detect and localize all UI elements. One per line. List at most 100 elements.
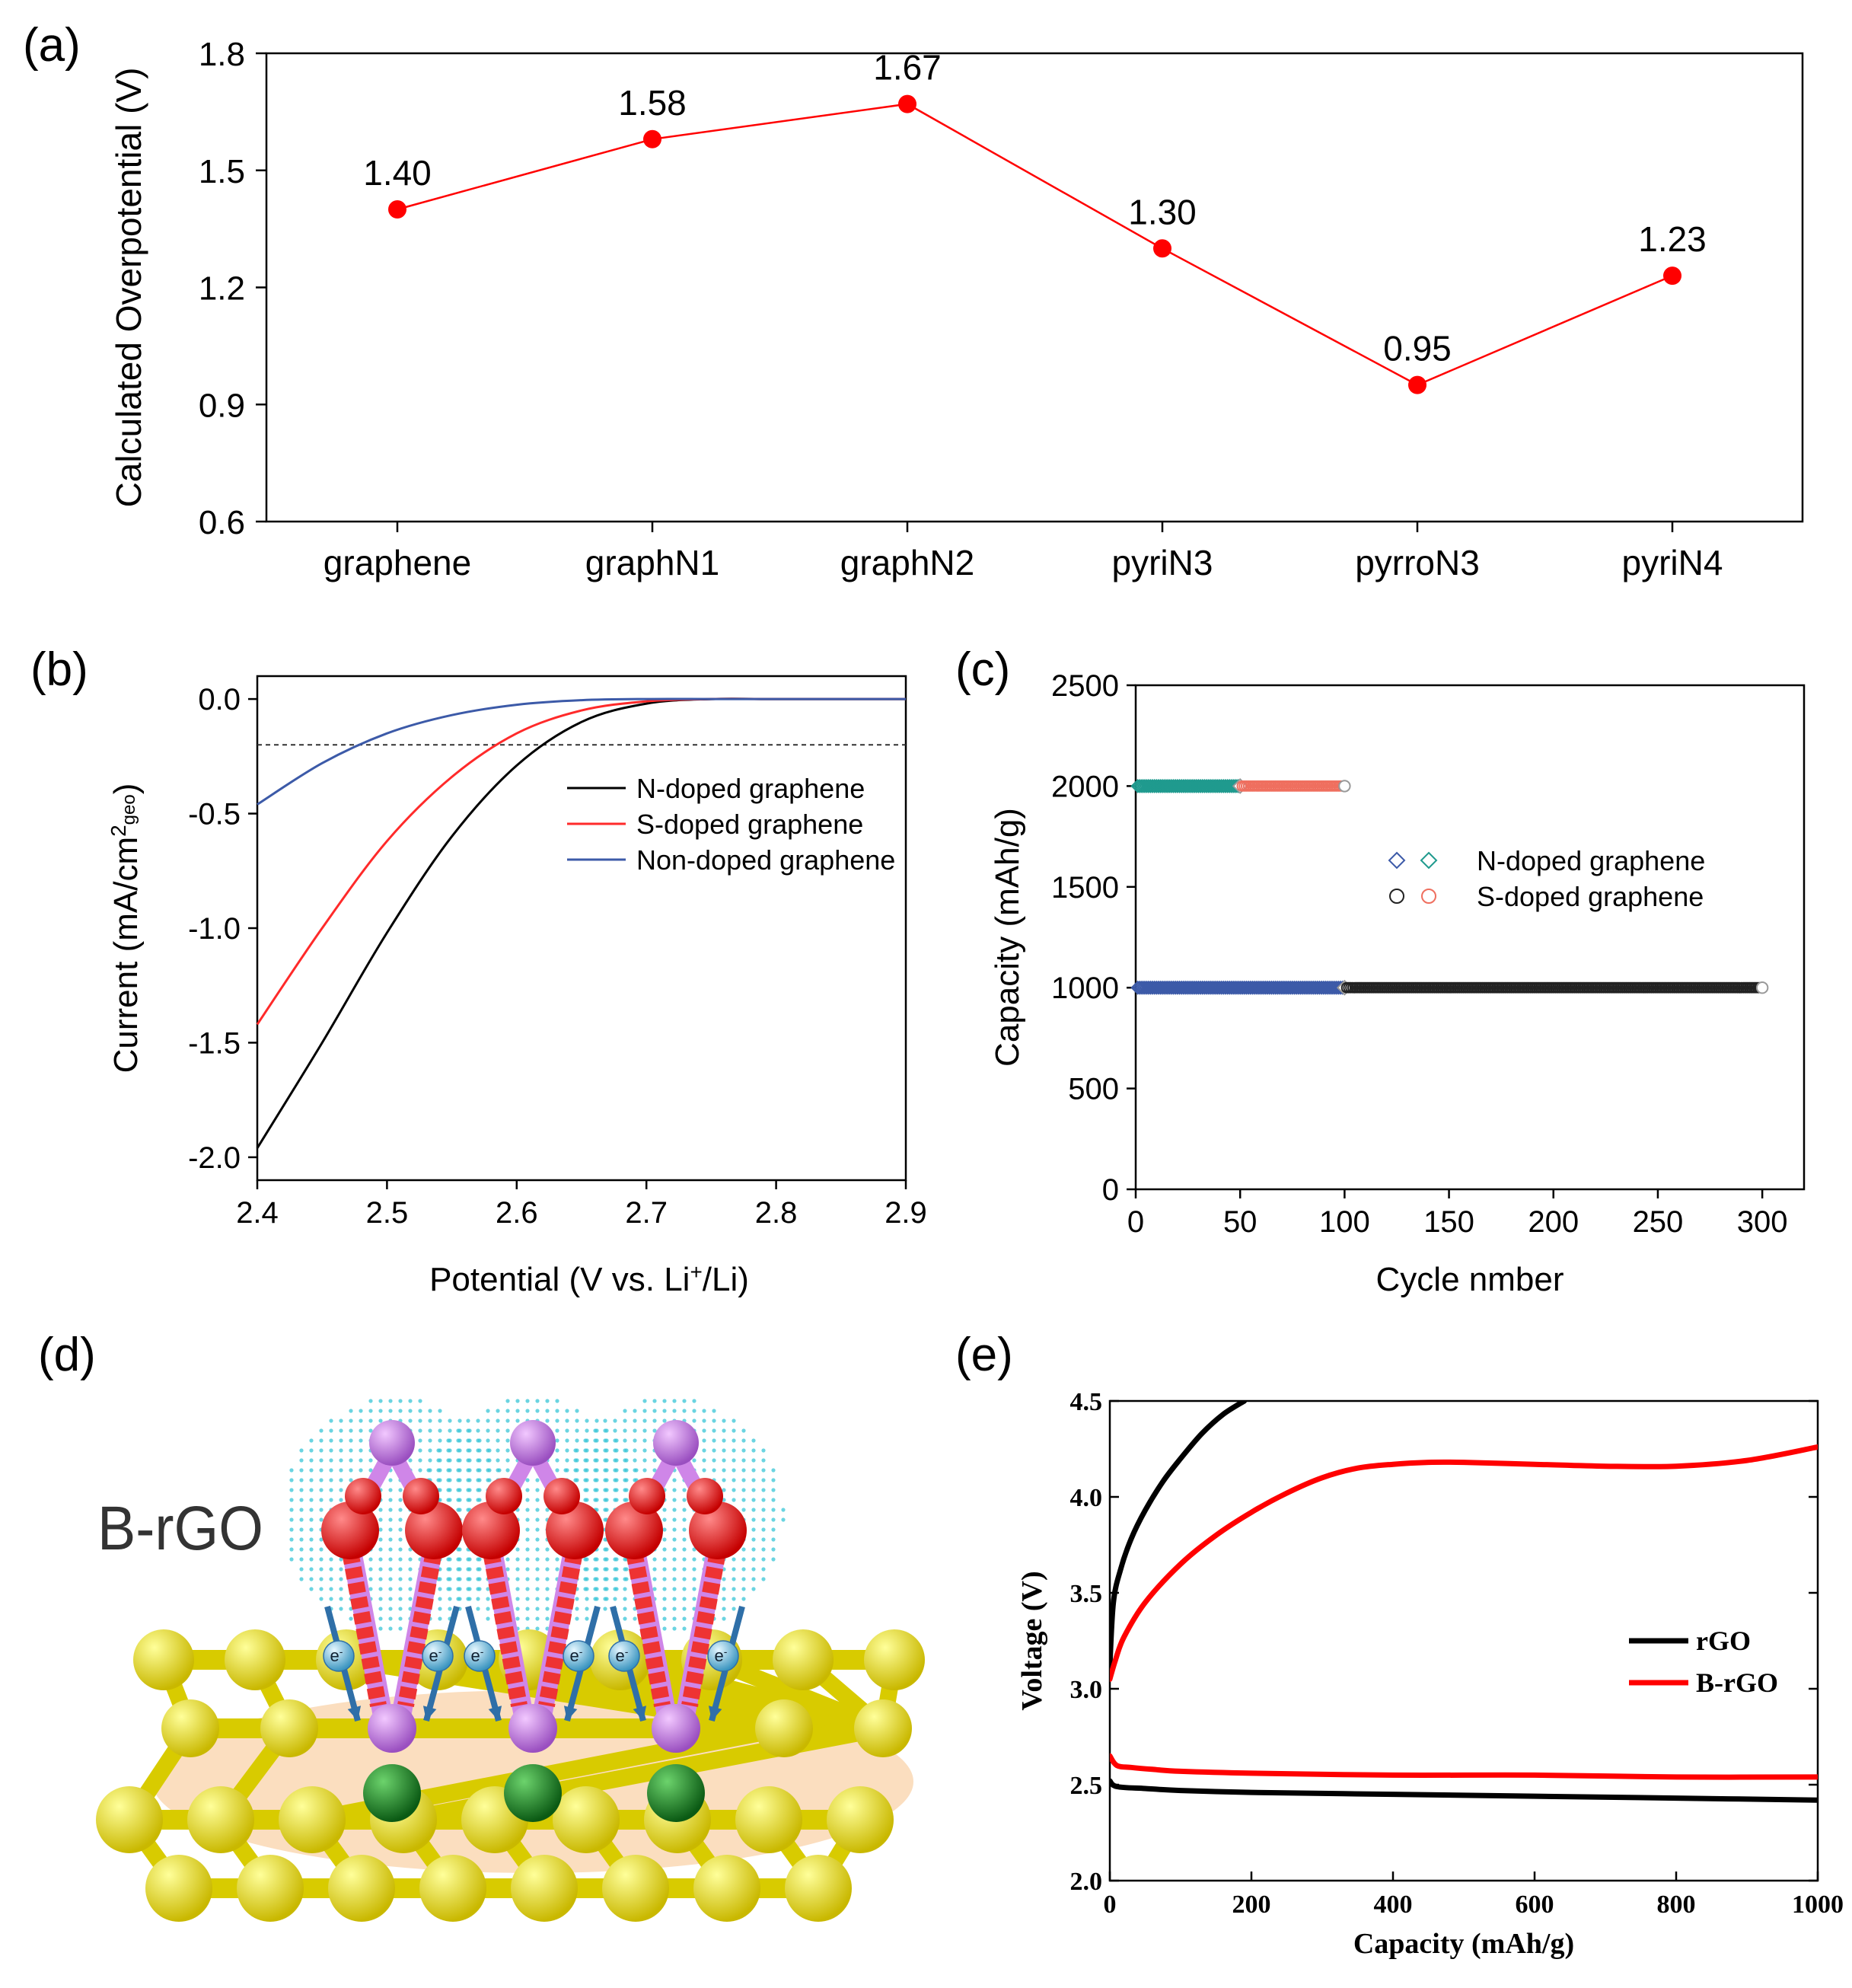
cloud-dot	[466, 1508, 470, 1512]
cloud-dot	[299, 1567, 304, 1572]
cloud-dot	[741, 1458, 746, 1463]
cloud-dot	[672, 1508, 677, 1512]
cloud-dot	[682, 1616, 687, 1621]
cloud-dot	[732, 1458, 736, 1463]
cloud-dot	[585, 1418, 589, 1423]
cloud-dot	[319, 1537, 324, 1542]
cloud-dot	[456, 1508, 461, 1512]
cloud-dot	[603, 1597, 607, 1601]
cloud-dot	[702, 1428, 706, 1433]
cloud-dot	[378, 1616, 383, 1621]
carbon-atom	[735, 1786, 802, 1853]
cloud-dot	[319, 1488, 324, 1492]
cloud-dot	[593, 1468, 598, 1473]
cloud-dot	[751, 1577, 756, 1581]
cloud-dot	[771, 1547, 776, 1552]
cloud-dot	[319, 1508, 324, 1512]
cloud-dot	[339, 1488, 343, 1492]
cloud-dot	[446, 1557, 451, 1562]
cloud-dot	[398, 1607, 403, 1611]
cloud-dot	[741, 1587, 746, 1591]
series-group	[1110, 1401, 1818, 1803]
cloud-dot	[682, 1547, 687, 1552]
cloud-dot	[299, 1478, 304, 1482]
series-line	[1110, 1753, 1818, 1780]
cloud-dot	[329, 1438, 333, 1443]
cloud-dot	[741, 1438, 746, 1443]
x-axis-label: Cycle nmber	[1376, 1261, 1564, 1298]
cloud-dot	[751, 1547, 756, 1552]
cloud-dot	[525, 1597, 530, 1601]
cloud-dot	[613, 1428, 617, 1433]
cloud-dot	[642, 1409, 647, 1413]
series-line	[1110, 1444, 1818, 1682]
cloud-dot	[378, 1508, 383, 1512]
cloud-dot	[329, 1587, 333, 1591]
cloud-dot	[623, 1567, 627, 1572]
cloud-dot	[388, 1537, 393, 1542]
cloud-dot	[751, 1468, 756, 1473]
cloud-dot	[613, 1577, 617, 1581]
cloud-dot	[751, 1478, 756, 1482]
cloud-dot	[741, 1478, 746, 1482]
chart-c-capacity-vs-cycle: 0 500 1000 1500 2000 2500 0 50 100 150 200 250 300 Cy…	[989, 669, 1806, 1298]
cloud-dot	[722, 1418, 726, 1423]
data-label: 1.30	[1128, 192, 1197, 231]
cloud-dot	[722, 1428, 726, 1433]
chart-a-overpotential: 0.6 0.9 1.2 1.5 1.8 graphene graphN1 graphN2 pyr…	[109, 36, 1804, 582]
chart-e-voltage-vs-capacity: 2.0 2.5 3.0 3.5 4.0 4.5 0 200 400 600 800 1000 Capac…	[1016, 1388, 1844, 1960]
cloud-dot	[505, 1468, 510, 1473]
cloud-dot	[732, 1577, 736, 1581]
cloud-dot	[456, 1567, 461, 1572]
lithium-atom	[369, 1420, 415, 1466]
cloud-dot	[339, 1587, 343, 1591]
cloud-dot	[388, 1409, 393, 1413]
oxygen-atom	[321, 1501, 379, 1559]
electron-label: e-	[330, 1645, 343, 1665]
cloud-dot	[613, 1498, 617, 1502]
cloud-dot	[642, 1458, 647, 1463]
cloud-dot	[368, 1557, 373, 1562]
cloud-dot	[388, 1616, 393, 1621]
plot-frame	[1134, 684, 1806, 1191]
cloud-dot	[771, 1478, 776, 1482]
cloud-dot	[438, 1428, 442, 1433]
cloud-dot	[722, 1587, 726, 1591]
cloud-dot	[613, 1557, 617, 1562]
cloud-dot	[289, 1527, 294, 1532]
cloud-dot	[319, 1468, 324, 1473]
cloud-dot	[299, 1488, 304, 1492]
lithium-atom	[653, 1420, 699, 1466]
cloud-dot	[456, 1468, 461, 1473]
cloud-dot	[466, 1597, 470, 1601]
y-axis-label-end: )	[107, 783, 145, 795]
cloud-dot	[633, 1409, 637, 1413]
x-tick-label: 300	[1737, 1205, 1788, 1239]
cloud-dot	[603, 1428, 607, 1433]
cloud-dot	[751, 1458, 756, 1463]
cloud-dot	[682, 1587, 687, 1591]
cloud-dot	[378, 1577, 383, 1581]
cloud-dot	[575, 1438, 579, 1443]
cloud-dot	[682, 1488, 687, 1492]
cloud-dot	[378, 1557, 383, 1562]
electron-bubble	[707, 1640, 739, 1672]
cloud-dot	[662, 1418, 667, 1423]
cloud-dot	[662, 1587, 667, 1591]
cloud-dot	[456, 1498, 461, 1502]
cloud-dot	[329, 1448, 333, 1453]
cloud-dot	[309, 1438, 314, 1443]
cloud-dot	[456, 1438, 461, 1443]
oxygen-atom	[462, 1501, 520, 1559]
cloud-dot	[535, 1557, 540, 1562]
cloud-dot	[672, 1597, 677, 1601]
cloud-dot	[633, 1616, 637, 1621]
cloud-dot	[623, 1557, 627, 1562]
cloud-dot	[741, 1577, 746, 1581]
cloud-dot	[476, 1587, 480, 1591]
cloud-dot	[408, 1597, 413, 1601]
cloud-dot	[583, 1458, 588, 1463]
cloud-dot	[613, 1587, 617, 1591]
plot-frame	[265, 52, 1804, 523]
